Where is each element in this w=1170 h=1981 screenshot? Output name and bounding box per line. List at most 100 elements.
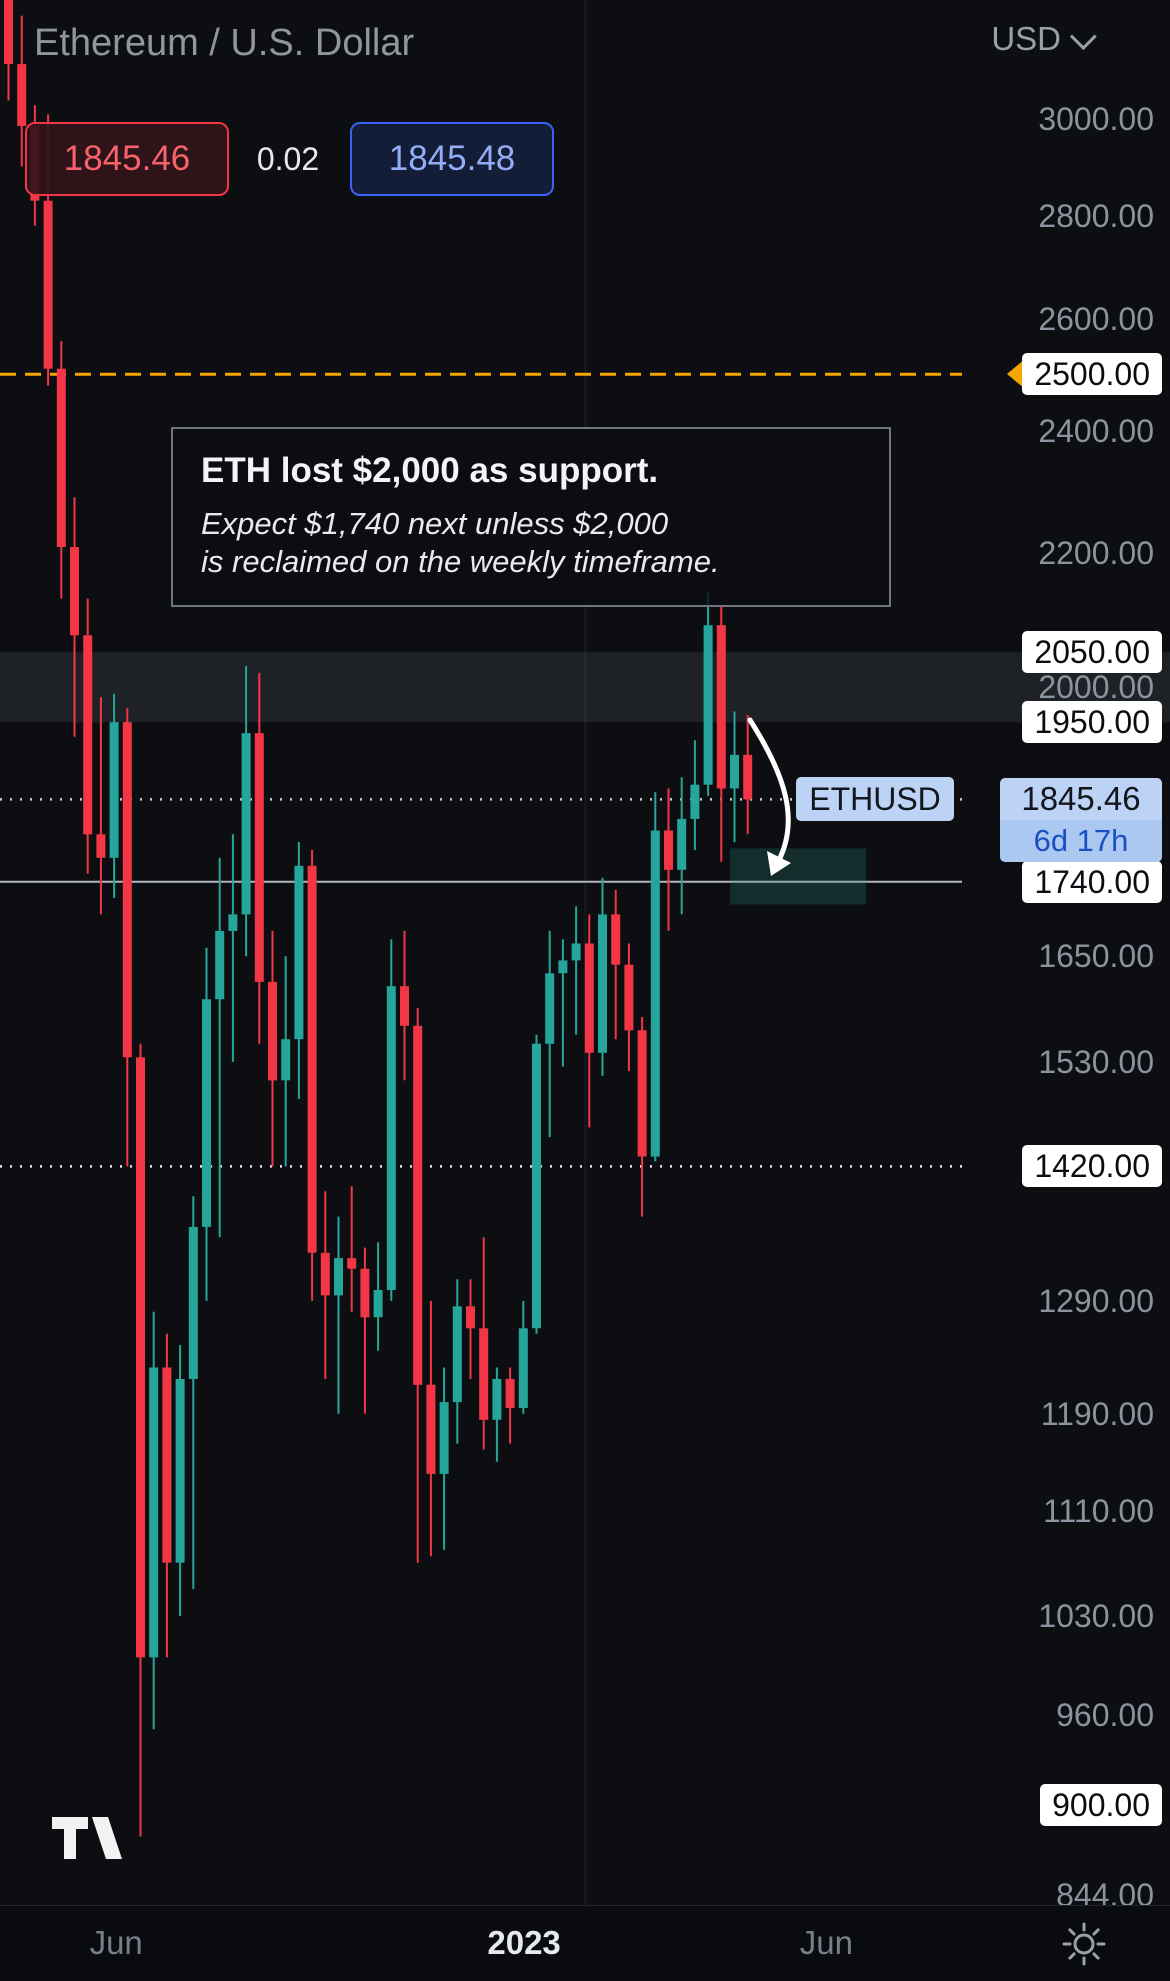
candle[interactable] [281,956,291,1167]
candle[interactable] [703,592,713,796]
price-level-label[interactable]: 2500.00 [1007,353,1162,396]
candle[interactable] [241,665,251,957]
price-tick: 1290.00 [1038,1282,1154,1319]
time-tick: Jun [799,1924,853,1961]
candle[interactable] [571,906,581,1035]
candle[interactable] [426,1300,436,1557]
buy-price-button[interactable]: 1845.48 [350,122,554,196]
level-price-text: 900.00 [1040,1783,1162,1826]
candle[interactable] [479,1237,489,1450]
price-tick: 1530.00 [1038,1043,1154,1080]
price-tick: 2800.00 [1038,197,1154,234]
level-price-text: 1740.00 [1022,860,1162,903]
tradingview-logo[interactable] [48,1805,128,1867]
candle[interactable] [664,788,673,931]
annotation-body: Expect $1,740 next unless $2,000 is recl… [201,505,861,581]
candle[interactable] [17,15,27,167]
candle[interactable] [716,605,726,862]
current-price-tag[interactable]: 1845.46 6d 17h [1000,778,1162,863]
candle[interactable] [307,850,317,1301]
price-tick: 2400.00 [1038,413,1154,450]
time-axis[interactable]: Jun 2023 Jun [0,1905,1170,1981]
price-tick: 1110.00 [1043,1493,1154,1530]
candle[interactable] [373,1242,383,1351]
price-tick: 1190.00 [1040,1395,1154,1432]
price-tick: 2000.00 [1038,668,1154,705]
candle[interactable] [83,598,93,874]
brightness-icon[interactable] [1060,1920,1108,1968]
candle[interactable] [96,697,106,915]
annotation-box[interactable]: ETH lost $2,000 as support. Expect $1,74… [171,427,891,607]
candle[interactable] [558,939,568,1067]
candle[interactable] [136,1043,145,1837]
candle[interactable] [162,1333,172,1658]
candle[interactable] [254,672,264,1044]
candle[interactable] [56,341,66,599]
candle[interactable] [532,1034,541,1334]
candle[interactable] [294,842,304,1099]
candle[interactable] [730,711,739,843]
annotation-line2: is reclaimed on the weekly timeframe. [201,544,720,579]
level-price-text: 2500.00 [1022,353,1162,396]
symbol-title: Ethereum / U.S. Dollar [34,22,415,64]
candle[interactable] [320,1191,330,1379]
candle[interactable] [466,1279,475,1379]
level-price-text: 1420.00 [1022,1145,1162,1188]
candle[interactable] [360,1247,370,1414]
price-level-label[interactable]: 1950.00 [1022,701,1162,744]
candle[interactable] [400,930,409,1081]
candle[interactable] [650,792,660,1162]
candle[interactable] [334,1216,343,1414]
currency-selector[interactable]: USD [991,20,1097,58]
resistance-zone[interactable] [0,652,1170,723]
candle[interactable] [624,943,634,1072]
current-price-value: 1845.46 [1000,778,1162,821]
candle[interactable] [122,708,132,1167]
price-level-label[interactable]: 900.00 [1040,1783,1162,1826]
price-level-label[interactable]: 1420.00 [1022,1145,1162,1188]
price-level-label[interactable]: 1740.00 [1022,860,1162,903]
candle[interactable] [637,1016,647,1217]
candle[interactable] [505,1367,515,1444]
annotation-title: ETH lost $2,000 as support. [201,451,659,490]
candle[interactable] [4,0,13,101]
currency-label: USD [991,20,1061,57]
level-price-text: 2050.00 [1022,631,1162,674]
candle[interactable] [268,930,277,1167]
sell-price-button[interactable]: 1845.46 [25,122,229,196]
price-level-label[interactable]: 2050.00 [1022,631,1162,674]
level-marker-icon [1007,359,1026,390]
candle[interactable] [175,1345,185,1616]
price-tick: 1030.00 [1038,1598,1154,1635]
candle[interactable] [518,1300,528,1414]
candle[interactable] [347,1186,357,1312]
candle[interactable] [386,939,396,1301]
candle[interactable] [413,1008,423,1563]
annotation-line1: Expect $1,740 next unless $2,000 [201,506,669,541]
candle[interactable] [149,1311,159,1730]
candle[interactable] [439,1367,449,1550]
spread-value: 0.02 [256,140,320,177]
candle[interactable] [215,857,225,1238]
symbol-price-label[interactable]: ETHUSD [796,777,954,822]
candle[interactable] [584,914,594,1128]
price-tick: 2600.00 [1038,301,1154,338]
candle[interactable] [611,889,621,1040]
candle[interactable] [70,497,79,737]
candle[interactable] [452,1279,462,1444]
candle[interactable] [202,947,211,1301]
price-tick: 2200.00 [1038,535,1154,572]
candle[interactable] [188,1196,198,1590]
candle[interactable] [109,693,119,898]
time-tick: 2023 [487,1924,561,1961]
candle[interactable] [690,740,700,850]
candle[interactable] [598,877,607,1076]
time-tick: Jun [89,1924,143,1961]
candle[interactable] [677,777,687,915]
candle[interactable] [492,1367,502,1462]
candle[interactable] [545,930,555,1138]
level-price-text: 1950.00 [1022,701,1162,744]
candle[interactable] [228,834,238,1062]
